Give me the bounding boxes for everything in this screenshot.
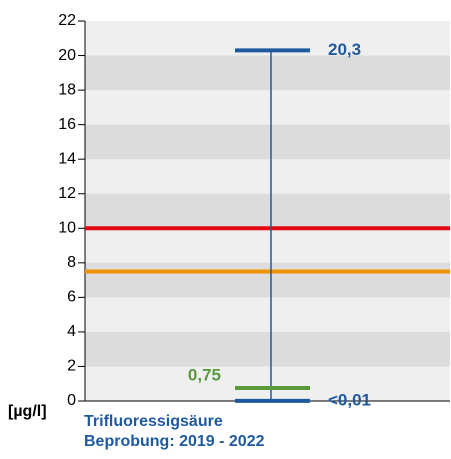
background-band xyxy=(85,193,450,229)
y-tick-label: 22 xyxy=(58,12,76,29)
y-tick-label: 14 xyxy=(58,150,76,167)
value-label: <0,01 xyxy=(328,390,371,409)
background-band xyxy=(85,262,450,298)
y-tick-label: 18 xyxy=(58,81,76,98)
y-tick-label: 4 xyxy=(67,323,76,340)
chart-subtitle: Beprobung: 2019 - 2022 xyxy=(84,433,265,450)
background-band xyxy=(85,331,450,367)
y-tick-label: 2 xyxy=(67,358,76,375)
y-tick-label: 8 xyxy=(67,254,76,271)
y-tick-label: 10 xyxy=(58,219,76,236)
value-label: 0,75 xyxy=(188,366,221,385)
value-label: 20,3 xyxy=(328,40,361,59)
y-tick-label: 16 xyxy=(58,116,76,133)
chart-title: Trifluoressigsäure xyxy=(84,413,223,430)
y-tick-label: 12 xyxy=(58,185,76,202)
y-tick-label: 0 xyxy=(67,392,76,409)
y-tick-label: 20 xyxy=(58,47,76,64)
background-band xyxy=(85,55,450,91)
y-tick-label: 6 xyxy=(67,289,76,306)
y-axis-unit: [µg/l] xyxy=(8,403,47,420)
background-band xyxy=(85,124,450,160)
